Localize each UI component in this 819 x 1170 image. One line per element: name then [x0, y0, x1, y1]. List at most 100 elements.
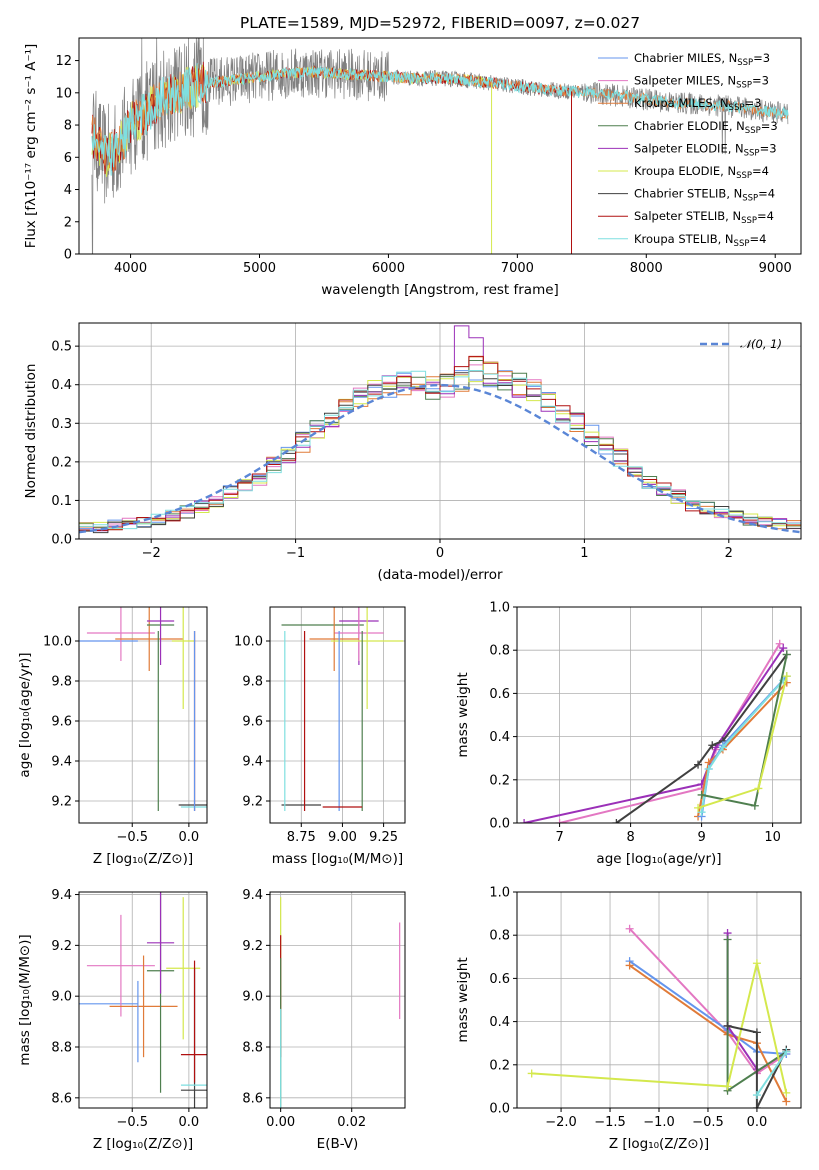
- y-tick-label: 9.2: [242, 939, 263, 954]
- x-axis-label: Z [log₁₀(Z/Z⊙)]: [609, 1136, 709, 1152]
- series-marker: [520, 819, 529, 823]
- massweight_vs_Z-plot-area: [527, 924, 791, 1108]
- x-tick-label: 0.0: [179, 1115, 200, 1130]
- axes-frame: [78, 606, 208, 824]
- series-marker: [697, 790, 706, 799]
- series-line: [727, 1024, 788, 1108]
- series-marker: [723, 935, 732, 944]
- axes-frame: [78, 37, 802, 255]
- massweight_vs_Z-axes: −2.0 −1.5 −1.0 −0.5 0.0 0.0 0.2 0.4 0.6 0.8 1.0 Z […: [455, 886, 802, 1152]
- legend-value: =4: [758, 187, 775, 201]
- y-tick-label: 0.2: [489, 1058, 510, 1073]
- x-tick-label: −2.0: [545, 1115, 577, 1130]
- legend-label: Kroupa ELODIE, NSSP=4: [634, 164, 769, 181]
- series-line: [700, 679, 785, 813]
- series-marker: [782, 672, 791, 681]
- y-tick-label: 0.3: [51, 417, 72, 432]
- y-tick-label: 9.4: [242, 888, 263, 903]
- y-tick-label: 2: [64, 215, 72, 230]
- x-tick-label: 6000: [372, 261, 405, 276]
- x-tick-label: 10: [764, 830, 781, 845]
- y-tick-label: 10: [55, 86, 72, 101]
- x-tick-label: 5000: [243, 261, 276, 276]
- y-axis-label: Flux [fλ10⁻¹⁷ erg cm⁻² s⁻¹ A⁻¹]: [23, 44, 39, 249]
- legend-subscript: SSP: [734, 239, 750, 249]
- axes-frame: [269, 606, 406, 824]
- y-tick-label: 0.1: [51, 494, 72, 509]
- y-tick-label: 9.6: [242, 715, 263, 730]
- legend-value: =3: [753, 51, 770, 65]
- y-tick-label: 0.0: [489, 817, 510, 832]
- legend-subscript: SSP: [741, 216, 757, 226]
- y-tick-label: 1.0: [489, 886, 510, 901]
- y-tick-label: 0.8: [489, 929, 510, 944]
- legend-value: =3: [744, 96, 761, 110]
- x-tick-label: 9000: [759, 261, 792, 276]
- y-tick-label: 9.0: [51, 990, 72, 1005]
- histogram-step: [79, 370, 801, 539]
- series-marker: [625, 961, 634, 970]
- x-tick-label: 7: [555, 830, 563, 845]
- age_vs_mass-axes: 8.75 9.00 9.25 9.2 9.4 9.6 9.8 10.0 mass [log₁₀(…: [234, 606, 406, 867]
- legend-subscript: SSP: [744, 148, 760, 158]
- age_vs_mass-plot-area: [281, 607, 404, 811]
- legend-value: =3: [761, 119, 778, 133]
- series-marker: [782, 1097, 791, 1106]
- x-tick-label: 0: [436, 546, 444, 561]
- y-tick-label: 0.4: [489, 1015, 510, 1030]
- y-tick-label: 1.0: [489, 601, 510, 616]
- series-marker: [718, 743, 727, 752]
- legend-value: =4: [752, 164, 769, 178]
- x-tick-label: −1.0: [643, 1115, 675, 1130]
- x-tick-label: 0.02: [337, 1115, 366, 1130]
- legend-subscript: SSP: [729, 103, 745, 113]
- y-tick-label: 9.8: [51, 675, 72, 690]
- y-tick-label: 0.8: [489, 644, 510, 659]
- y-tick-label: 9.0: [242, 990, 263, 1005]
- y-tick-label: 4: [64, 183, 72, 198]
- y-tick-label: 10.0: [43, 635, 72, 650]
- chart-title: PLATE=1589, MJD=52972, FIBERID=0097, z=0…: [240, 14, 640, 32]
- legend-value: =4: [757, 209, 774, 223]
- y-tick-label: 0.2: [51, 455, 72, 470]
- legend: Chabrier MILES, NSSP=3 Salpeter MILES, NS…: [598, 51, 778, 249]
- massweight_vs_age-axes: 7 8 9 10 0.0 0.2 0.4 0.6 0.8 1.0 age [log₁₀(age/yr…: [455, 601, 802, 867]
- x-tick-label: 9.00: [328, 830, 357, 845]
- y-tick-label: 9.4: [242, 755, 263, 770]
- series-marker: [752, 959, 761, 968]
- series-marker: [775, 639, 784, 648]
- x-tick-label: −1: [286, 546, 305, 561]
- series-line: [559, 643, 781, 823]
- y-axis-label: age [log₁₀(age/yr)]: [17, 652, 33, 777]
- legend-label: Salpeter STELIB, NSSP=4: [634, 209, 774, 226]
- series-marker: [782, 1047, 791, 1056]
- mass_vs_ebv-plot-area: [280, 897, 401, 1108]
- x-tick-label: 0.0: [747, 1115, 768, 1130]
- x-tick-label: 9.25: [369, 830, 398, 845]
- legend-label: 𝒩(0, 1): [740, 337, 782, 351]
- y-tick-label: 0: [64, 248, 72, 263]
- massweight_vs_age-plot-area: [520, 639, 791, 823]
- x-tick-label: −1.5: [594, 1115, 626, 1130]
- x-tick-label: 2: [725, 546, 733, 561]
- y-tick-label: 0.2: [489, 773, 510, 788]
- x-tick-label: −2: [142, 546, 161, 561]
- series-marker: [527, 1069, 536, 1078]
- legend-value: =3: [760, 141, 777, 155]
- x-tick-label: −0.5: [116, 830, 148, 845]
- y-tick-label: 9.8: [242, 675, 263, 690]
- legend-subscript: SSP: [736, 171, 752, 181]
- y-tick-label: 8.6: [51, 1091, 72, 1106]
- residual_histogram-plot-area: [79, 325, 801, 539]
- x-tick-label: 4000: [114, 261, 147, 276]
- y-tick-label: 0.5: [51, 340, 72, 355]
- legend-subscript: SSP: [737, 58, 753, 68]
- x-axis-label: age [log₁₀(age/yr)]: [596, 851, 721, 867]
- x-tick-label: −0.5: [116, 1115, 148, 1130]
- y-tick-label: 12: [55, 54, 72, 69]
- series-marker: [754, 784, 763, 793]
- series-marker: [704, 765, 713, 773]
- series-marker: [752, 1028, 761, 1037]
- y-tick-label: 8: [64, 119, 72, 134]
- y-tick-label: 8.6: [242, 1091, 263, 1106]
